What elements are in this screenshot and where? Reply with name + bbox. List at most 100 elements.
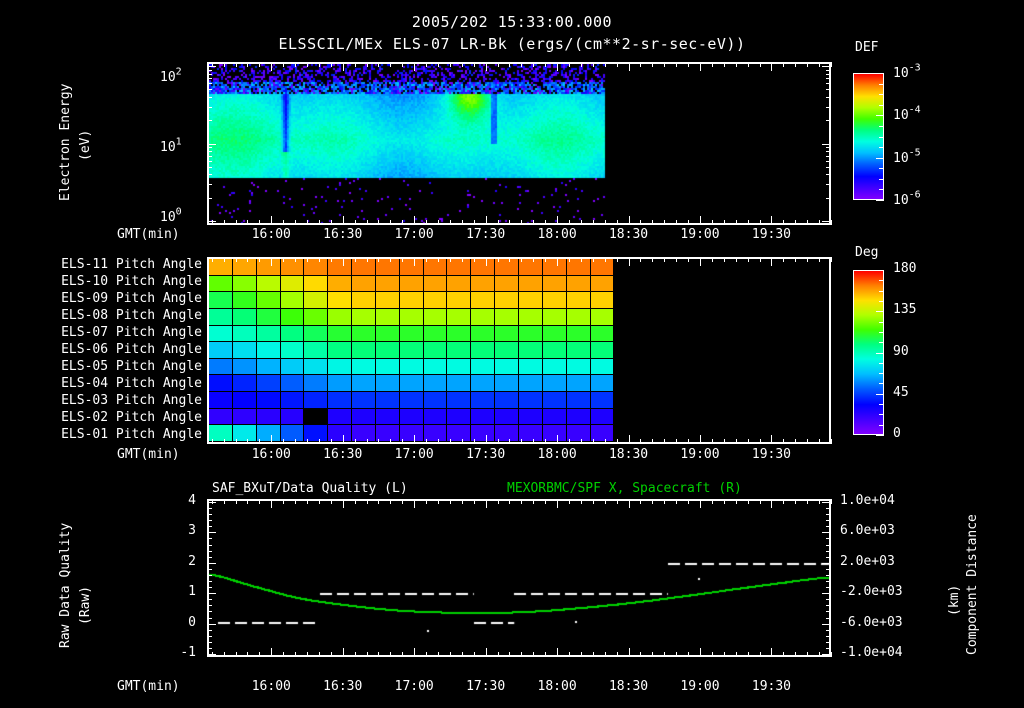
panel2-cell [209,392,233,409]
ytick-mark [826,147,831,149]
tick-mark [461,499,463,504]
panel2-cell [375,259,400,276]
ytick-mark [826,160,831,162]
tick-mark [676,62,678,67]
tick-mark [247,62,249,67]
panel2-cell [471,292,496,309]
tick-mark [378,220,380,225]
tick-mark [771,216,773,225]
tick-mark [795,257,797,262]
tick-mark [735,257,737,262]
tick-mark [735,499,737,504]
panel2-cell [471,259,496,276]
ytick-mark [826,635,831,637]
tick-mark [283,62,285,67]
panel2-cell [352,342,376,359]
tick-mark [592,257,594,262]
panel2-cell [352,358,376,376]
panel2-cell [590,308,615,326]
panel3-ytick-left: 2 [188,553,196,569]
tick-mark [235,652,237,657]
panel2-cell [375,342,400,359]
tick-mark [700,499,701,508]
panel1-xlabel: GMT(min) [117,227,180,242]
tick-mark [616,257,618,262]
panel1-ytick-label-1: 101 [160,136,182,155]
panel2-cell [375,375,400,393]
tick-mark [533,220,535,225]
ytick-mark [822,593,831,595]
tick-mark [700,435,701,444]
tick-mark [747,499,749,504]
panel2-cell [518,308,543,326]
tick-mark [295,652,297,657]
panel3-plot-frame[interactable] [207,499,831,657]
panel2-cell [518,292,543,309]
tick-mark [438,499,440,504]
tick-mark [580,220,582,225]
tick-mark [497,499,499,504]
tick-mark [497,439,499,444]
tick-mark [580,652,582,657]
panel2-cell [566,259,591,276]
panel2-cell [471,358,496,376]
panel2-cell [757,392,782,409]
panel2-cell [328,325,353,343]
tick-mark [449,257,451,262]
tick-mark [807,257,809,262]
tick-mark [711,62,713,67]
tick-mark [426,220,428,225]
panel2-cell [733,425,758,442]
tick-mark [807,62,809,67]
panel2-cell [638,275,663,293]
panel2-cell [471,392,496,409]
tick-mark [438,220,440,225]
tick-mark [402,652,404,657]
panel2-cell [805,358,829,376]
panel2-plot-frame[interactable] [207,257,831,444]
tick-mark [318,499,320,504]
panel2-cell [423,408,448,426]
tick-mark [402,499,404,504]
panel3-ytick-left: 1 [188,584,196,600]
tick-mark [259,499,261,504]
colorbar-tick [879,136,884,138]
panel2-cell [757,325,782,343]
tick-mark [771,257,773,266]
xtick-label: 17:30 [466,679,506,694]
panel2-cell [447,308,472,326]
tick-mark [676,499,678,504]
panel2-cell [256,325,281,343]
ytick-mark [207,73,212,75]
panel3-xlabel: GMT(min) [117,679,180,694]
panel2-cell [495,325,519,343]
panel2-cell [566,375,591,393]
panel2-cell [495,292,519,309]
panel2-cell [805,392,829,409]
panel2-cell [781,358,806,376]
tick-mark [783,499,785,504]
tick-mark [580,439,582,444]
colorbar-tick [876,115,884,117]
panel2-cell [685,325,710,343]
panel2-cell [280,342,305,359]
panel3-ytick-right: -6.0e+03 [840,614,903,630]
ytick-mark [207,599,212,601]
panel2-cell [399,358,424,376]
tick-mark [438,62,440,67]
tick-mark [342,648,344,657]
tick-mark [557,648,559,657]
tick-mark [473,257,475,262]
tick-mark [652,499,654,504]
panel1-plot-frame[interactable] [207,62,831,225]
panel2-cell [590,408,615,426]
panel2-cell [757,259,782,276]
panel2-cell [209,425,233,442]
panel2-cell [805,259,829,276]
panel2-cell [518,392,543,409]
panel2-cell [590,259,615,276]
panel2-cell [662,325,686,343]
panel2-cell [566,425,591,442]
tick-mark [259,439,261,444]
panel2-cell [805,425,829,442]
